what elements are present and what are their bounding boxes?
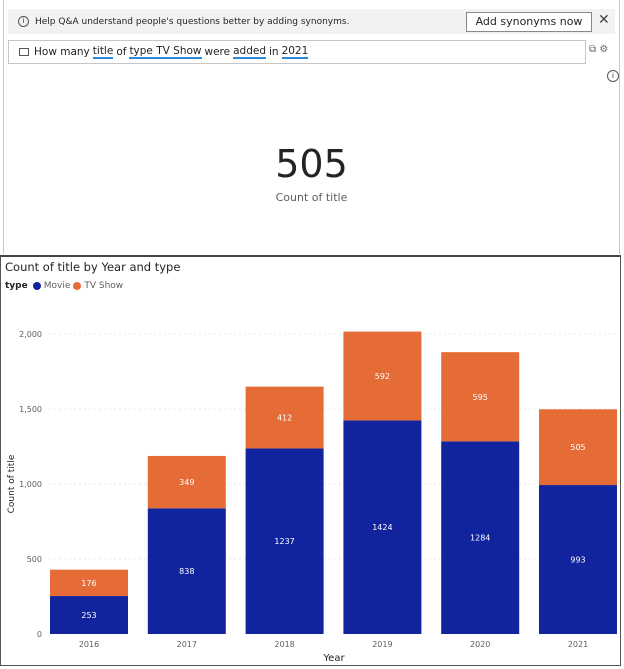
bar-movie	[245, 448, 324, 634]
bar-movie	[50, 596, 128, 634]
stacked-bar-chart: Count of title by Year and type type Mov…	[0, 255, 621, 666]
bar-tv-show	[539, 409, 617, 486]
data-label: 592	[375, 372, 390, 381]
legend-movie[interactable]: Movie	[43, 281, 71, 291]
data-label: 349	[179, 478, 194, 487]
y-tick-label: 1,000	[19, 480, 42, 489]
legend-dot-tv-show	[73, 282, 82, 290]
x-tick-label: 2018	[274, 640, 294, 649]
bar-tv-show	[147, 455, 226, 509]
info-icon: i	[18, 16, 29, 27]
data-label: 1424	[372, 523, 392, 532]
bar-movie	[147, 508, 226, 634]
data-label: 412	[277, 414, 292, 423]
turn-into-visual-icon[interactable]: ⧉	[589, 44, 597, 55]
card-label: Count of title	[275, 191, 348, 204]
query-term: type TV Show	[129, 45, 202, 59]
qa-input[interactable]: How many title of type TV Show were adde…	[8, 40, 586, 64]
gear-icon[interactable]: ⚙	[599, 44, 609, 55]
legend-tv-show[interactable]: TV Show	[84, 281, 124, 291]
synonyms-banner: i Help Q&A understand people's questions…	[8, 9, 615, 34]
card-value: 505	[275, 142, 348, 186]
data-label: 595	[473, 393, 488, 402]
plot-area: 0 500 1,000 1,500 2,000 Count of title Year 253…	[7, 330, 618, 664]
x-axis-label: Year	[322, 653, 345, 664]
query-text: were	[204, 46, 231, 58]
query-term: added	[233, 45, 266, 59]
x-tick-label: 2016	[79, 640, 99, 649]
bar-tv-show	[50, 569, 128, 597]
data-label: 1237	[274, 537, 294, 546]
data-label: 505	[570, 443, 585, 452]
query-text: of	[116, 46, 127, 58]
y-axis-label: Count of title	[7, 454, 17, 513]
qa-visual: i Help Q&A understand people's questions…	[3, 0, 620, 254]
x-tick-label: 2021	[568, 640, 588, 649]
query-text: How many	[34, 46, 90, 58]
banner-text: Help Q&A understand people's questions b…	[35, 16, 350, 27]
query-term: title	[92, 45, 114, 59]
x-tick-label: 2019	[372, 640, 392, 649]
y-tick-label: 500	[27, 555, 42, 564]
y-tick-label: 2,000	[19, 330, 42, 339]
data-label: 838	[179, 567, 194, 576]
legend-title: type	[5, 281, 28, 291]
bar-tv-show	[441, 352, 520, 442]
y-tick-label: 1,500	[19, 405, 42, 414]
bar-movie	[539, 485, 617, 634]
data-label: 993	[570, 556, 585, 565]
bar-tv-show	[245, 386, 324, 449]
bar-tv-show	[343, 331, 422, 421]
info-icon[interactable]: i	[607, 70, 619, 82]
data-label: 1284	[470, 534, 490, 543]
data-label: 253	[81, 611, 96, 620]
legend: type Movie TV Show	[5, 281, 123, 291]
data-label: 176	[81, 579, 96, 588]
legend-dot-movie	[32, 282, 41, 290]
bar-movie	[343, 420, 422, 634]
y-tick-label: 0	[37, 630, 42, 639]
query-term: 2021	[281, 45, 309, 59]
chart-title: Count of title by Year and type	[5, 260, 181, 274]
query-text: in	[268, 46, 279, 58]
bar-movie	[441, 441, 520, 634]
speech-bubble-icon	[19, 48, 29, 56]
add-synonyms-button[interactable]: Add synonyms now	[466, 12, 592, 32]
close-icon[interactable]: ✕	[598, 12, 610, 28]
x-tick-label: 2020	[470, 640, 490, 649]
x-tick-label: 2017	[177, 640, 197, 649]
